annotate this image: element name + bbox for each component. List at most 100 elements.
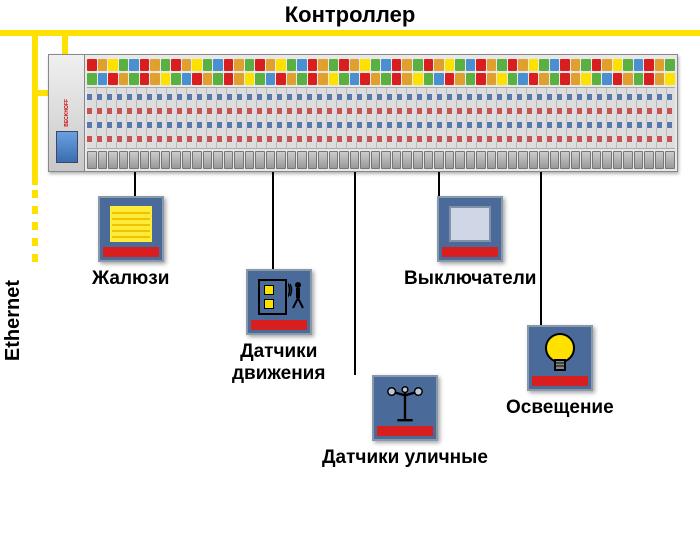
module-led [665,59,675,71]
module-led [539,73,549,85]
module-led [602,73,612,85]
module-led [266,59,276,71]
module-led [182,59,192,71]
module-terminal [87,151,97,169]
module-terminal [560,151,570,169]
module-terminal [182,151,192,169]
blinds-icon [98,196,164,262]
module-terminal [140,151,150,169]
module-led [350,73,360,85]
module-led [455,73,465,85]
motion-icon [246,269,312,335]
controller-cpu-module: BECKHOFF [49,55,85,171]
module-led [245,59,255,71]
module-led [644,59,654,71]
module-led [140,73,150,85]
category-motion: Датчики движения [232,269,325,385]
switch-icon [437,196,503,262]
module-led [119,73,129,85]
module-led [550,73,560,85]
module-led [413,59,423,71]
module-led [623,59,633,71]
module-terminal [266,151,276,169]
module-led [182,73,192,85]
category-label: Освещение [506,397,614,419]
module-led [98,59,108,71]
module-led [287,73,297,85]
module-terminal [455,151,465,169]
module-terminal [255,151,265,169]
module-terminal [224,151,234,169]
module-led [581,73,591,85]
module-led [508,73,518,85]
module-led [108,59,118,71]
module-led [371,73,381,85]
module-led [87,73,97,85]
connector-line [438,172,440,196]
module-terminal [665,151,675,169]
module-led [308,59,318,71]
module-terminal [518,151,528,169]
connector-line [272,172,274,269]
module-led [539,59,549,71]
module-terminal [434,151,444,169]
module-terminal [329,151,339,169]
module-led [466,59,476,71]
module-terminal [392,151,402,169]
module-led [518,73,528,85]
module-led [655,73,665,85]
module-terminal [613,151,623,169]
module-led [424,59,434,71]
module-led [203,59,213,71]
module-led [255,59,265,71]
module-led [150,59,160,71]
module-terminal [318,151,328,169]
module-terminal [413,151,423,169]
module-led [634,73,644,85]
category-label: Жалюзи [92,268,169,290]
module-led [487,59,497,71]
module-led [550,59,560,71]
module-terminal [192,151,202,169]
module-led [150,73,160,85]
module-led [402,59,412,71]
module-led [560,73,570,85]
module-led [329,59,339,71]
module-led [192,59,202,71]
module-terminal [297,151,307,169]
module-led [213,59,223,71]
module-led [213,73,223,85]
module-led [571,59,581,71]
module-led [424,73,434,85]
module-led [329,73,339,85]
module-led [655,59,665,71]
module-led [487,73,497,85]
module-led [360,59,370,71]
module-terminal [476,151,486,169]
module-led [129,59,139,71]
connector-line [134,172,136,196]
module-terminal [161,151,171,169]
module-terminal [402,151,412,169]
weather-icon [372,375,438,441]
bulb-icon [527,325,593,391]
module-led [623,73,633,85]
bus-vertical-left [32,30,38,185]
module-led [234,59,244,71]
module-led [171,59,181,71]
module-terminal [108,151,118,169]
module-terminal [550,151,560,169]
module-terminal [497,151,507,169]
module-terminal [98,151,108,169]
io-modules [85,55,677,171]
module-led [192,73,202,85]
module-led [245,73,255,85]
module-terminal [119,151,129,169]
module-terminal [644,151,654,169]
module-led [339,73,349,85]
module-led [318,59,328,71]
module-terminal [487,151,497,169]
module-led [360,73,370,85]
module-led [308,73,318,85]
controller-brand: BECKHOFF [64,99,70,127]
